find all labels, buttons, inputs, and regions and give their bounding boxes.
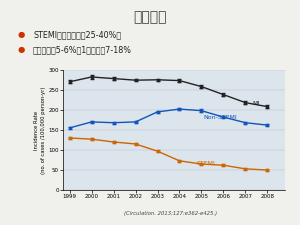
Text: ●: ● [18, 45, 25, 54]
Text: (Circulation. 2013;127:e362-e425.): (Circulation. 2013;127:e362-e425.) [124, 212, 218, 216]
Text: MI: MI [252, 101, 259, 106]
Text: 流行病学: 流行病学 [133, 10, 167, 24]
Text: Non-STEMI: Non-STEMI [204, 115, 237, 120]
Y-axis label: Incidence Rate
(no. of cases /100,000 person-yr): Incidence Rate (no. of cases /100,000 pe… [34, 86, 46, 174]
Text: STEMI占总心肌梗死25-40%；: STEMI占总心肌梗死25-40%； [33, 30, 121, 39]
Text: 住院死亡率5-6%；1年死亡率7-18%: 住院死亡率5-6%；1年死亡率7-18% [33, 45, 132, 54]
Text: ●: ● [18, 30, 25, 39]
Text: STEMI: STEMI [197, 161, 216, 166]
